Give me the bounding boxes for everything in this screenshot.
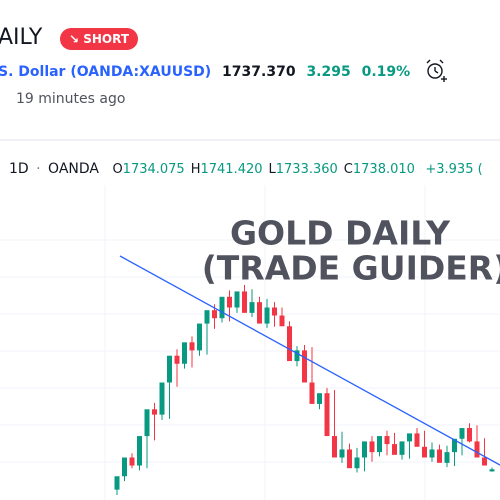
badge-icon: ↘	[69, 32, 80, 46]
price-change: 3.295	[306, 64, 351, 80]
symbol-name[interactable]: S. Dollar (OANDA:XAUUSD)	[0, 64, 212, 80]
candle-body	[197, 323, 202, 351]
candle-body	[429, 449, 435, 458]
overlay-subtitle: (TRADE GUIDER)	[202, 249, 500, 288]
trend-line[interactable]	[119, 255, 500, 466]
candle-body	[482, 457, 487, 466]
quote-row: S. Dollar (OANDA:XAUUSD) 1737.370 3.295 …	[0, 62, 410, 82]
candle-body	[384, 436, 390, 445]
candle-body	[122, 457, 127, 477]
candle-body	[189, 342, 195, 351]
short-badge[interactable]: ↘ SHORT	[60, 28, 139, 50]
candle-body	[467, 428, 472, 442]
candle-body	[212, 310, 217, 319]
last-price: 1737.370	[222, 64, 296, 80]
candle-body	[437, 449, 442, 463]
bar-change: +3.935 (	[425, 162, 483, 177]
candle-body	[287, 326, 292, 362]
candles	[114, 285, 495, 495]
candle-body	[309, 382, 315, 404]
candle-body	[242, 291, 247, 313]
alarm-icon[interactable]	[426, 59, 447, 82]
candle-body	[362, 441, 367, 458]
candle-body	[264, 307, 270, 324]
ohlc-label: C	[343, 162, 353, 177]
candle-body	[324, 393, 330, 437]
candle-body	[339, 449, 345, 458]
legend-row: 1D · OANDA O1734.075 H1741.420 L1733.360 C1…	[9, 161, 483, 177]
ohlc-value: 1734.075	[122, 162, 185, 177]
ohlc-value: 1738.010	[352, 162, 415, 177]
candle-body	[474, 441, 480, 458]
candle-body	[369, 441, 375, 453]
candle-body	[249, 302, 255, 313]
candle-body	[257, 302, 262, 324]
candle-body	[459, 428, 465, 439]
candle-body	[332, 436, 337, 458]
candle-body	[234, 291, 240, 308]
candle-body	[294, 350, 300, 362]
candle-body	[444, 452, 450, 463]
candle-body	[279, 315, 285, 327]
candle-body	[114, 476, 120, 490]
candle-body	[272, 307, 277, 316]
badge-text: SHORT	[83, 32, 130, 46]
updated-time: 19 minutes ago	[16, 91, 126, 107]
candle-body	[302, 350, 307, 383]
candle-body	[489, 469, 495, 472]
candle-body	[452, 438, 457, 453]
candle-body	[219, 296, 225, 319]
candle-body	[174, 355, 180, 364]
candle-body	[399, 441, 405, 455]
candle-body	[204, 310, 210, 324]
overlay-title: GOLD DAILY	[230, 214, 451, 253]
ohlc-value: 1741.420	[200, 162, 263, 177]
ohlc-value: 1733.360	[275, 162, 338, 177]
ohlc-label: H	[190, 162, 201, 177]
candle-body	[182, 342, 187, 364]
ohlc: O1734.075 H1741.420 L1733.360 C1738.010	[112, 162, 420, 177]
candle-body	[354, 457, 360, 469]
candle-body	[227, 296, 232, 308]
candle-body	[407, 433, 412, 442]
ohlc-label: O	[112, 162, 123, 177]
candle-body	[129, 457, 135, 466]
candle-body	[137, 436, 142, 466]
candle-body	[377, 436, 382, 453]
candle-body	[347, 449, 352, 469]
candle-body	[152, 409, 157, 415]
candle-body	[144, 409, 150, 437]
candle-body	[167, 355, 172, 383]
source: OANDA	[48, 161, 99, 177]
candle-body	[422, 446, 427, 458]
price-change-pct: 0.19%	[361, 64, 411, 80]
candle-body	[414, 433, 420, 447]
ohlc-label: L	[268, 162, 276, 177]
candle-body	[317, 393, 322, 404]
candle-body	[392, 444, 397, 455]
symbol-title: AILY	[0, 25, 43, 50]
candle-body	[159, 382, 165, 415]
interval: 1D	[9, 161, 29, 177]
